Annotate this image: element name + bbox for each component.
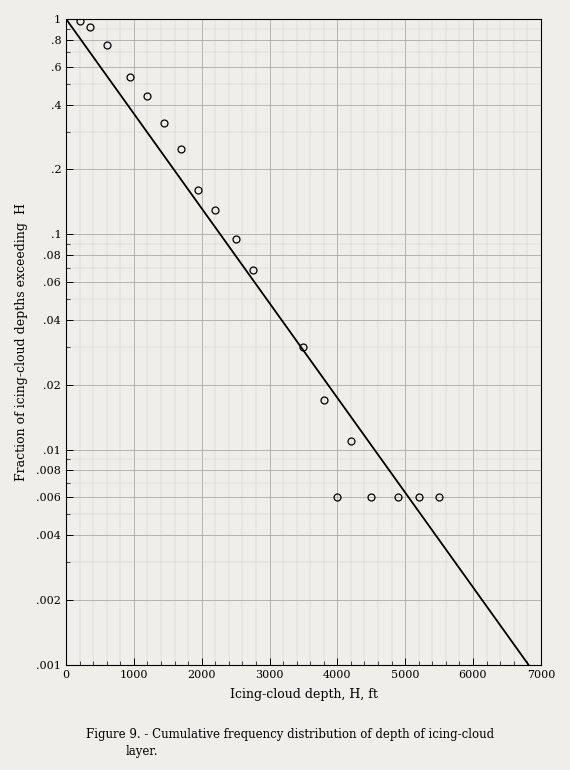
Text: Figure 9. - Cumulative frequency distribution of depth of icing-cloud: Figure 9. - Cumulative frequency distrib… [86, 728, 494, 741]
X-axis label: Icing-cloud depth, H, ft: Icing-cloud depth, H, ft [230, 688, 377, 701]
Y-axis label: Fraction of icing-cloud depths exceeding  H: Fraction of icing-cloud depths exceeding… [15, 203, 28, 481]
Text: layer.: layer. [125, 745, 158, 758]
